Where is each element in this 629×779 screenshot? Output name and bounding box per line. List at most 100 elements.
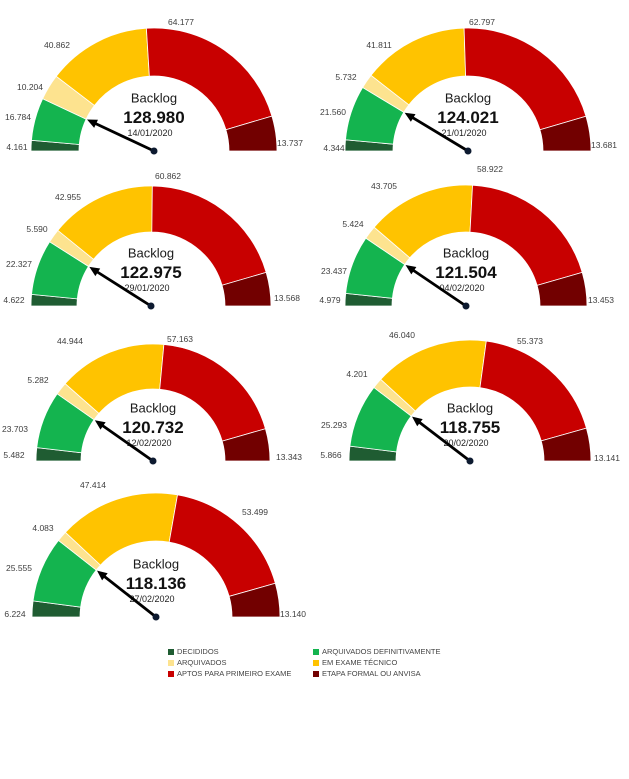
data-label-arquivados-definitivamente: 25.555 xyxy=(6,563,32,573)
needle-shaft xyxy=(410,116,470,153)
gauge-5: 5.482 23.703 5.282 44.944 57.163 13.343 Backlo… xyxy=(2,334,302,465)
data-label-arquivados: 5.282 xyxy=(27,375,49,385)
segment-etapa-formal-ou-anvisa xyxy=(540,427,592,462)
needle-pivot xyxy=(147,302,155,310)
data-label-em-exame-tecnico: 47.414 xyxy=(80,480,106,490)
backlog-date: 04/02/2020 xyxy=(439,283,484,293)
data-label-etapa-formal-ou-anvisa: 13.681 xyxy=(591,140,617,150)
legend-marker xyxy=(168,659,174,666)
needle xyxy=(87,119,158,155)
data-label-decididos: 5.482 xyxy=(3,450,25,460)
data-label-arquivados: 5.732 xyxy=(335,72,357,82)
legend-item-etapa-formal-ou-anvisa: ETAPA FORMAL OU ANVISA xyxy=(313,668,440,679)
data-label-arquivados: 4.083 xyxy=(32,523,54,533)
data-label-decididos: 5.866 xyxy=(320,450,342,460)
data-label-arquivados-definitivamente: 16.784 xyxy=(5,112,31,122)
needle-arrowhead xyxy=(412,416,423,427)
data-label-arquivados: 5.590 xyxy=(26,224,48,234)
data-label-aptos-para-primeiro-exame: 55.373 xyxy=(517,336,543,346)
gauge-4: 4.979 23.437 5.424 43.705 58.922 13.453 Backlo… xyxy=(319,164,614,310)
backlog-value: 128.980 xyxy=(123,108,184,127)
legend-label: ETAPA FORMAL OU ANVISA xyxy=(322,669,421,678)
data-label-arquivados-definitivamente: 21.560 xyxy=(320,107,346,117)
gauge-title: Backlog xyxy=(130,401,176,416)
legend-label: EM EXAME TÉCNICO xyxy=(322,658,398,667)
data-label-aptos-para-primeiro-exame: 64.177 xyxy=(168,17,194,27)
legend-marker xyxy=(168,648,174,655)
data-label-arquivados: 10.204 xyxy=(17,82,43,92)
legend-marker xyxy=(168,670,174,677)
needle-shaft xyxy=(102,574,158,619)
needle-shaft xyxy=(411,268,468,308)
segment-etapa-formal-ou-anvisa xyxy=(539,115,592,152)
legend-label: APTOS PARA PRIMEIRO EXAME xyxy=(177,669,292,678)
gauge-title: Backlog xyxy=(133,557,179,572)
backlog-value: 118.136 xyxy=(126,574,187,593)
data-label-etapa-formal-ou-anvisa: 13.568 xyxy=(274,293,300,303)
segment-etapa-formal-ou-anvisa xyxy=(221,271,272,307)
backlog-value: 120.732 xyxy=(122,418,183,437)
data-label-aptos-para-primeiro-exame: 53.499 xyxy=(242,507,268,517)
data-label-etapa-formal-ou-anvisa: 13.140 xyxy=(280,609,306,619)
needle-shaft xyxy=(95,270,153,308)
backlog-date: 21/01/2020 xyxy=(441,128,486,138)
needle xyxy=(94,420,157,465)
backlog-date: 12/02/2020 xyxy=(126,438,171,448)
data-label-aptos-para-primeiro-exame: 58.922 xyxy=(477,164,503,174)
data-label-em-exame-tecnico: 40.862 xyxy=(44,40,70,50)
legend-marker xyxy=(313,659,319,666)
data-label-em-exame-tecnico: 43.705 xyxy=(371,181,397,191)
legend-item-decididos: DECIDIDOS xyxy=(168,646,313,657)
gauge-1: 4.161 16.784 10.204 40.862 64.177 13.737 Backl… xyxy=(5,17,303,155)
data-label-em-exame-tecnico: 44.944 xyxy=(57,336,83,346)
needle-pivot xyxy=(150,147,158,155)
needle-shaft xyxy=(93,121,156,153)
data-label-arquivados-definitivamente: 22.327 xyxy=(6,259,32,269)
segment-etapa-formal-ou-anvisa xyxy=(225,115,278,152)
segment-etapa-formal-ou-anvisa xyxy=(536,271,588,307)
legend-label: ARQUIVADOS DEFINITIVAMENTE xyxy=(322,647,441,656)
legend: DECIDIDOS ARQUIVADOS DEFINITIVAMENTE ARQ… xyxy=(168,646,440,679)
backlog-date: 14/01/2020 xyxy=(127,128,172,138)
needle-shaft xyxy=(417,420,472,463)
data-label-arquivados: 5.424 xyxy=(342,219,364,229)
legend-marker xyxy=(313,670,319,677)
gauge-title: Backlog xyxy=(131,91,177,106)
segment-etapa-formal-ou-anvisa xyxy=(221,428,271,462)
gauge-7: 6.224 25.555 4.083 47.414 53.499 13.140 Backlo… xyxy=(4,480,306,621)
data-label-aptos-para-primeiro-exame: 62.797 xyxy=(469,17,495,27)
needle-arrowhead xyxy=(404,112,416,122)
gauge-title: Backlog xyxy=(445,91,491,106)
gauge-title: Backlog xyxy=(447,401,493,416)
data-label-etapa-formal-ou-anvisa: 13.343 xyxy=(276,452,302,462)
needle xyxy=(405,265,470,310)
data-label-em-exame-tecnico: 41.811 xyxy=(366,40,392,50)
legend-item-em-exame-tecnico: EM EXAME TÉCNICO xyxy=(313,657,440,668)
data-label-etapa-formal-ou-anvisa: 13.141 xyxy=(594,453,620,463)
needle-pivot xyxy=(152,613,160,621)
data-label-decididos: 6.224 xyxy=(4,609,26,619)
gauge-title: Backlog xyxy=(443,246,489,261)
data-label-aptos-para-primeiro-exame: 57.163 xyxy=(167,334,193,344)
backlog-date: 29/01/2020 xyxy=(124,283,169,293)
gauge-3: 4.622 22.327 5.590 42.955 60.862 13.568 Backlo… xyxy=(3,171,300,310)
needle xyxy=(89,266,155,310)
needle-pivot xyxy=(462,302,470,310)
needle-pivot xyxy=(466,457,474,465)
backlog-date: 20/02/2020 xyxy=(443,438,488,448)
needle-shaft xyxy=(100,424,155,463)
legend-label: DECIDIDOS xyxy=(177,647,219,656)
backlog-value: 121.504 xyxy=(435,263,497,282)
data-label-decididos: 4.161 xyxy=(6,142,28,152)
legend-item-arquivados: ARQUIVADOS xyxy=(168,657,313,668)
data-label-em-exame-tecnico: 46.040 xyxy=(389,330,415,340)
data-label-etapa-formal-ou-anvisa: 13.737 xyxy=(277,138,303,148)
gauge-2: 4.344 21.560 5.732 41.811 62.797 13.681 Backlo… xyxy=(320,17,617,155)
data-label-decididos: 4.979 xyxy=(319,295,341,305)
gauge-6: 5.866 25.293 4.201 46.040 55.373 13.141 Backlo… xyxy=(320,330,620,465)
needle xyxy=(97,570,160,621)
data-label-arquivados-definitivamente: 23.437 xyxy=(321,266,347,276)
needle-arrowhead xyxy=(89,266,101,277)
